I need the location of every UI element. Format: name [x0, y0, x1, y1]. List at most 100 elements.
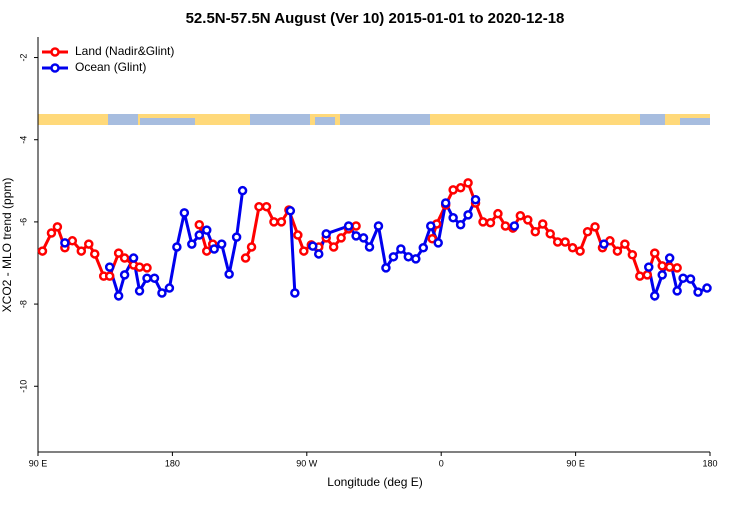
point	[455, 183, 466, 193]
point	[119, 270, 130, 280]
point	[261, 201, 272, 212]
point	[60, 238, 70, 248]
chart-title: 52.5N-57.5N August (Ver 10) 2015-01-01 t…	[186, 10, 565, 27]
point	[493, 208, 503, 219]
y-tick-label: -10	[18, 380, 28, 393]
point	[599, 239, 609, 249]
point	[427, 233, 437, 244]
legend-label: Ocean (Glint)	[75, 60, 146, 74]
point	[84, 239, 94, 249]
point	[627, 250, 638, 260]
point	[381, 263, 391, 273]
point	[134, 286, 145, 296]
point	[128, 253, 139, 263]
y-tick-label: -6	[18, 218, 28, 226]
legend-marker	[50, 63, 60, 73]
y-axis-label: XCO2 - MLO trend (ppm)	[0, 178, 14, 313]
x-tick-label: 180	[702, 458, 717, 468]
point	[664, 253, 675, 263]
point	[433, 238, 443, 248]
x-tick-label: 0	[439, 458, 444, 468]
point	[119, 253, 130, 263]
point	[254, 201, 264, 212]
point	[308, 241, 318, 251]
point	[269, 217, 279, 227]
point	[685, 274, 696, 284]
point	[500, 221, 511, 231]
point	[478, 217, 488, 227]
point	[702, 283, 712, 293]
point	[612, 246, 623, 256]
point	[388, 252, 399, 262]
point	[194, 220, 205, 230]
point	[246, 242, 257, 252]
y-tick-label: -8	[18, 300, 28, 308]
point	[285, 206, 296, 216]
point	[425, 221, 436, 231]
point	[194, 230, 205, 240]
point	[172, 242, 182, 252]
point	[293, 230, 303, 240]
point	[693, 287, 703, 297]
point	[313, 249, 324, 259]
point	[455, 220, 466, 230]
point	[89, 249, 100, 259]
point	[328, 242, 339, 252]
point	[672, 263, 682, 273]
point	[590, 222, 600, 232]
point	[37, 246, 48, 256]
point	[201, 246, 212, 256]
point	[644, 262, 654, 272]
point	[224, 269, 234, 279]
x-tick-label: 90 E	[29, 458, 48, 468]
x-tick-label: 90 W	[296, 458, 318, 468]
point	[231, 232, 242, 242]
point	[46, 228, 57, 238]
point	[672, 286, 682, 296]
point	[164, 283, 175, 293]
point	[216, 239, 227, 249]
point	[76, 246, 87, 256]
point	[113, 248, 124, 258]
point	[440, 198, 451, 208]
x-axis-label: Longitude (deg E)	[327, 475, 422, 489]
point	[364, 242, 375, 252]
point	[530, 227, 541, 237]
point	[575, 246, 585, 256]
point	[642, 270, 653, 280]
point	[157, 288, 167, 298]
point	[209, 244, 219, 254]
point	[403, 252, 414, 262]
point	[470, 194, 481, 205]
point	[411, 254, 421, 264]
point	[678, 273, 688, 283]
point	[545, 229, 555, 239]
point	[463, 178, 473, 188]
point	[142, 263, 152, 273]
legend-label: Land (Nadir&Glint)	[75, 44, 174, 58]
point	[620, 239, 630, 249]
point	[509, 221, 520, 231]
point	[179, 208, 190, 218]
point	[351, 221, 361, 231]
point	[649, 291, 660, 301]
series-line	[41, 180, 678, 278]
point	[657, 261, 667, 271]
legend-marker	[50, 47, 60, 57]
point	[290, 288, 300, 298]
point	[201, 225, 212, 235]
point	[463, 210, 473, 220]
point	[113, 291, 124, 301]
point	[67, 236, 78, 246]
point	[142, 273, 152, 283]
point	[448, 213, 458, 223]
point	[134, 262, 145, 272]
point	[104, 271, 115, 281]
point	[187, 239, 197, 249]
series-line	[108, 190, 708, 302]
point	[396, 244, 406, 254]
point	[552, 237, 563, 247]
y-tick-label: -2	[18, 54, 28, 62]
point	[351, 231, 361, 241]
